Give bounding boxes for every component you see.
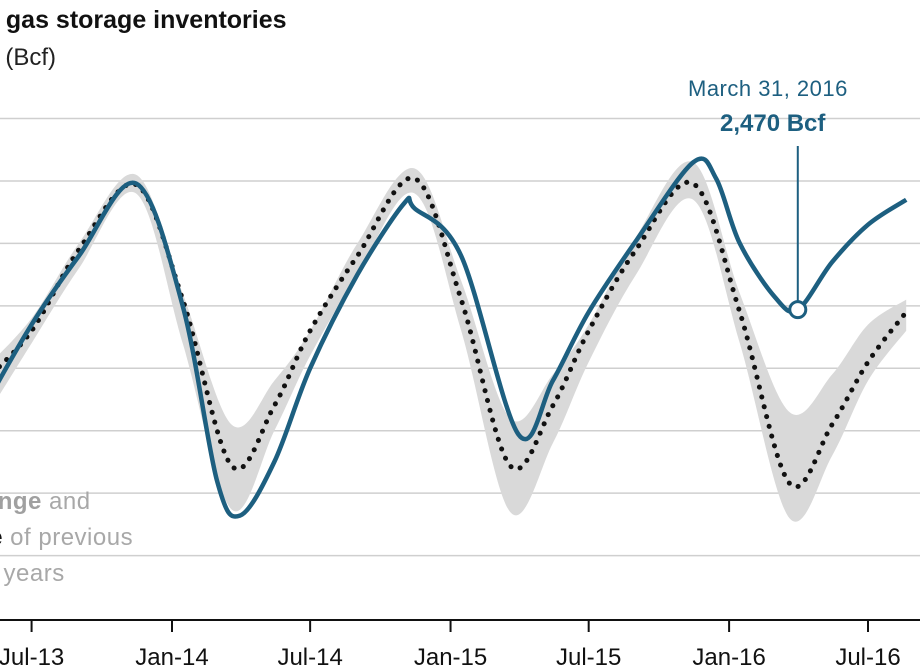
range-band-area [0, 161, 907, 522]
x-tick-label: Jan-15 [414, 644, 487, 671]
legend-average-label: ge [0, 524, 3, 551]
x-tick-label: Jul-13 [0, 644, 64, 671]
annotation-date: March 31, 2016 [688, 76, 848, 101]
x-tick-label: Jul-15 [556, 644, 621, 671]
chart-title: l gas storage inventories [0, 6, 287, 34]
x-tick-label: Jan-16 [692, 644, 765, 671]
average-series-path [0, 175, 909, 490]
legend: range and ge of previous re years [0, 484, 133, 592]
x-tick-label: Jan-14 [135, 644, 208, 671]
annotation-callout [788, 146, 808, 320]
actual-series-path [0, 156, 908, 519]
chart-subtitle: t (Bcf) [0, 44, 56, 71]
legend-line-2: ge of previous [0, 520, 133, 556]
average-line [0, 175, 909, 490]
annotation-value: 2,470 Bcf [720, 110, 826, 137]
legend-range-label: range [0, 488, 42, 515]
legend-line-3: re years [0, 560, 65, 587]
legend-line-1-rest: and [41, 488, 91, 515]
actual-line [0, 156, 908, 519]
x-tick-label: Jul-16 [835, 644, 900, 671]
legend-line-1: range and [0, 484, 133, 520]
range-band [0, 161, 907, 522]
legend-line-2-rest: of previous [3, 524, 134, 551]
x-axis: Jul-13 Jan-14 Jul-14 Jan-15 Jul-15 Jan-16 Jul-… [0, 619, 920, 671]
annotation-marker [788, 300, 808, 320]
x-tick-label: Jul-14 [277, 644, 342, 671]
